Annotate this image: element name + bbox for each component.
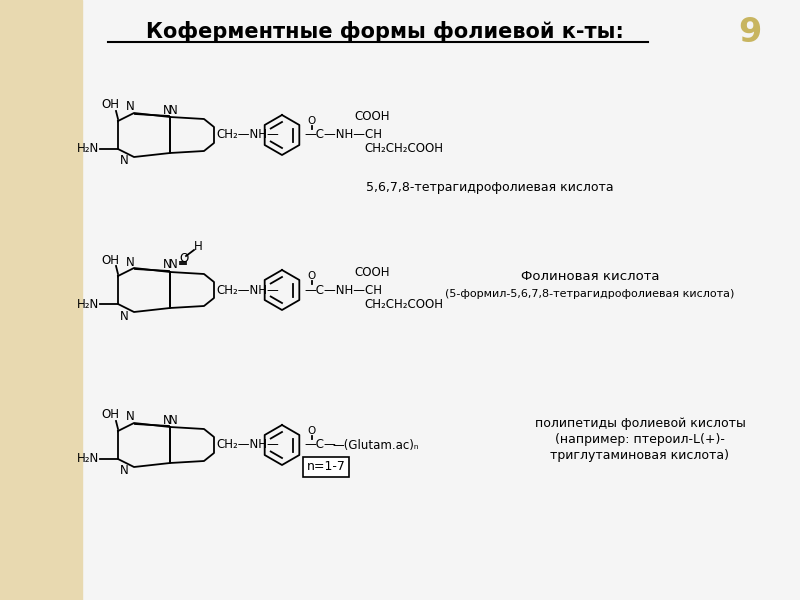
Text: N: N xyxy=(120,464,128,478)
Text: (5-формил-5,6,7,8-тетрагидрофолиевая кислота): (5-формил-5,6,7,8-тетрагидрофолиевая кис… xyxy=(446,289,734,299)
Text: H: H xyxy=(194,239,202,253)
Text: CH₂—NH—: CH₂—NH— xyxy=(216,128,278,142)
Text: N: N xyxy=(126,100,134,113)
Text: Фолиновая кислота: Фолиновая кислота xyxy=(521,269,659,283)
Text: H₂N: H₂N xyxy=(77,142,99,155)
Text: n=1-7: n=1-7 xyxy=(306,461,346,473)
Text: CH₂CH₂COOH: CH₂CH₂COOH xyxy=(364,142,443,155)
Text: COOH: COOH xyxy=(354,265,390,278)
Text: N: N xyxy=(126,256,134,269)
Text: триглутаминовая кислота): триглутаминовая кислота) xyxy=(550,449,730,461)
Text: N: N xyxy=(162,103,171,116)
Text: —C—NH—CH: —C—NH—CH xyxy=(304,283,382,296)
Text: N: N xyxy=(169,413,178,427)
Text: OH: OH xyxy=(101,98,119,112)
Text: —(Glutam.ac)ₙ: —(Glutam.ac)ₙ xyxy=(332,439,418,451)
Text: O: O xyxy=(179,251,189,265)
Text: 5,6,7,8-тетрагидрофолиевая кислота: 5,6,7,8-тетрагидрофолиевая кислота xyxy=(366,181,614,193)
Text: N: N xyxy=(120,310,128,323)
Text: 9: 9 xyxy=(738,16,762,49)
Text: OH: OH xyxy=(101,253,119,266)
Text: —C—NH—CH: —C—NH—CH xyxy=(304,128,382,142)
Text: O: O xyxy=(308,116,316,126)
Text: Коферментные формы фолиевой к-ты:: Коферментные формы фолиевой к-ты: xyxy=(146,22,624,43)
Text: N: N xyxy=(169,259,178,271)
Bar xyxy=(0,0,82,600)
Text: O: O xyxy=(308,426,316,436)
Text: OH: OH xyxy=(101,409,119,421)
Text: N: N xyxy=(120,154,128,167)
Text: H₂N: H₂N xyxy=(77,452,99,466)
Text: (например: птероил-L(+)-: (например: птероил-L(+)- xyxy=(555,433,725,445)
Text: H₂N: H₂N xyxy=(77,298,99,311)
Text: N: N xyxy=(169,103,178,116)
Text: CH₂—NH—: CH₂—NH— xyxy=(216,283,278,296)
Text: полипетиды фолиевой кислоты: полипетиды фолиевой кислоты xyxy=(534,416,746,430)
Text: CH₂CH₂COOH: CH₂CH₂COOH xyxy=(364,298,443,311)
Text: N: N xyxy=(126,410,134,424)
Text: N: N xyxy=(162,413,171,427)
Text: N: N xyxy=(162,259,171,271)
Text: —C—: —C— xyxy=(304,439,336,451)
Text: O: O xyxy=(308,271,316,281)
Text: CH₂—NH—: CH₂—NH— xyxy=(216,439,278,451)
Text: COOH: COOH xyxy=(354,110,390,124)
